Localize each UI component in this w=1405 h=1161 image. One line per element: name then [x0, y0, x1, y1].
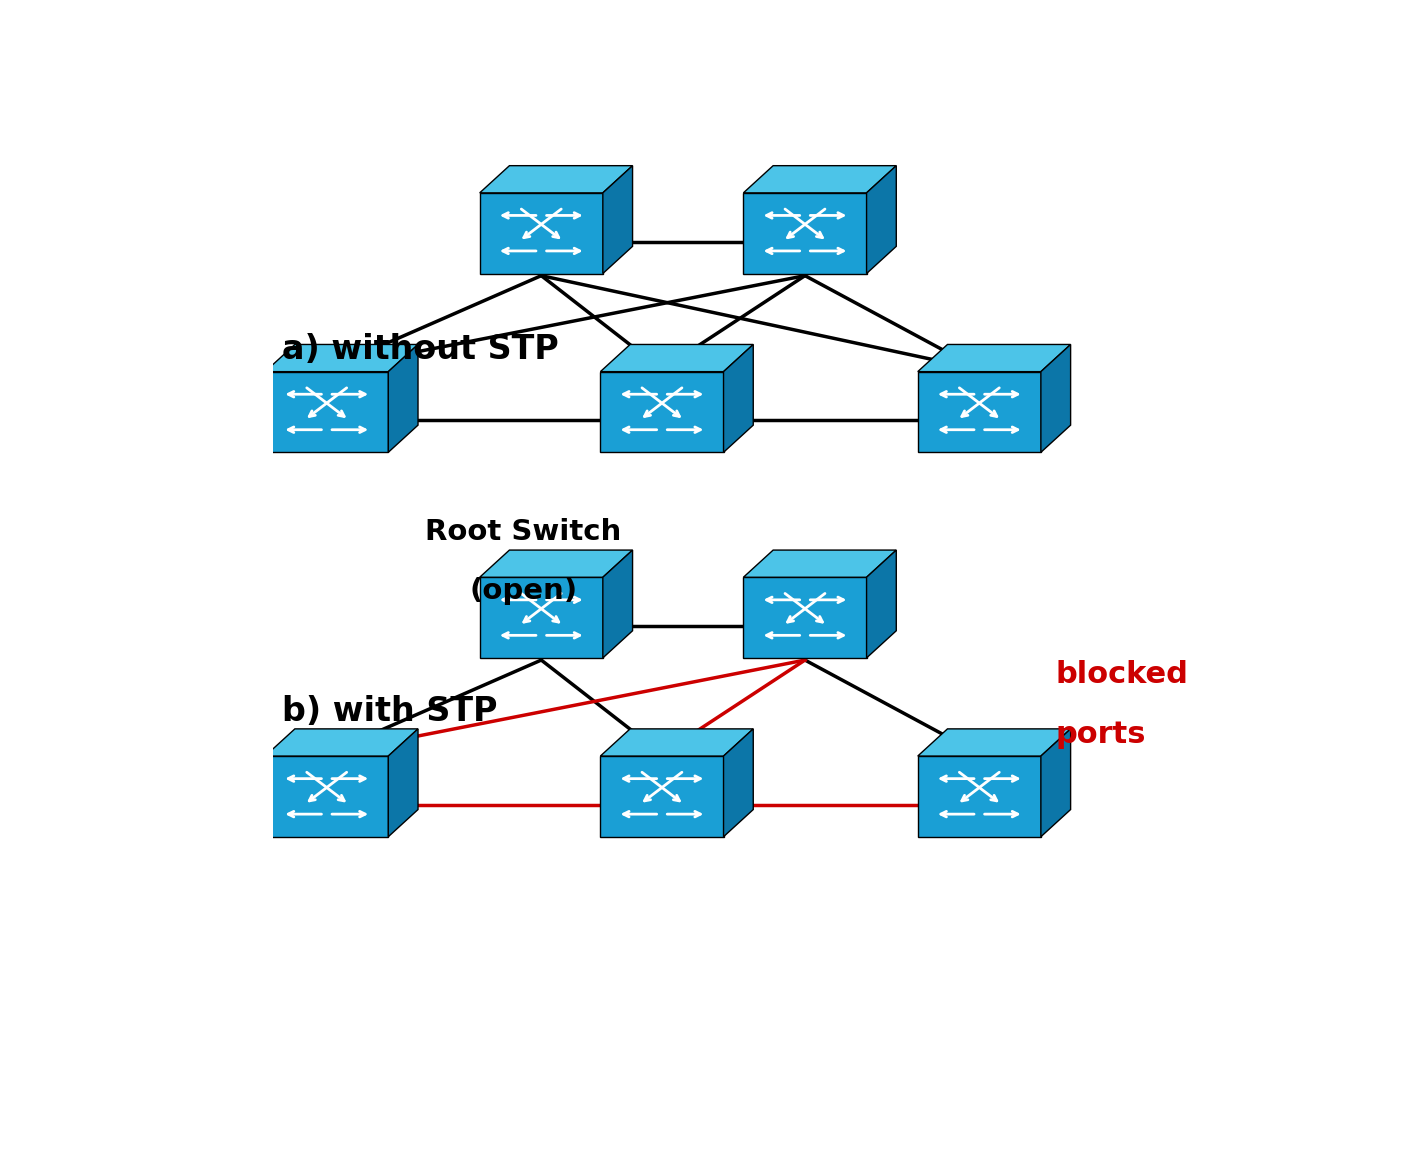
- Text: (open): (open): [469, 577, 577, 605]
- Polygon shape: [266, 372, 388, 453]
- Polygon shape: [266, 345, 419, 372]
- Text: a) without STP: a) without STP: [282, 333, 559, 366]
- Text: blocked: blocked: [1055, 661, 1189, 690]
- Text: Root Switch: Root Switch: [426, 518, 621, 546]
- Polygon shape: [603, 166, 632, 274]
- Polygon shape: [1041, 345, 1071, 453]
- Polygon shape: [479, 550, 632, 577]
- Polygon shape: [917, 345, 1071, 372]
- Polygon shape: [743, 166, 896, 193]
- Polygon shape: [479, 577, 603, 658]
- Polygon shape: [743, 577, 867, 658]
- Polygon shape: [867, 166, 896, 274]
- Polygon shape: [600, 756, 724, 837]
- Polygon shape: [600, 345, 753, 372]
- Polygon shape: [600, 372, 724, 453]
- Polygon shape: [266, 729, 419, 756]
- Polygon shape: [724, 345, 753, 453]
- Polygon shape: [743, 550, 896, 577]
- Polygon shape: [1041, 729, 1071, 837]
- Text: ports: ports: [1055, 720, 1146, 749]
- Polygon shape: [388, 729, 419, 837]
- Polygon shape: [917, 372, 1041, 453]
- Polygon shape: [867, 550, 896, 658]
- Polygon shape: [479, 166, 632, 193]
- Polygon shape: [917, 729, 1071, 756]
- Polygon shape: [479, 193, 603, 274]
- Polygon shape: [388, 345, 419, 453]
- Polygon shape: [266, 756, 388, 837]
- Polygon shape: [600, 729, 753, 756]
- Polygon shape: [743, 193, 867, 274]
- Polygon shape: [724, 729, 753, 837]
- Polygon shape: [603, 550, 632, 658]
- Polygon shape: [917, 756, 1041, 837]
- Text: b) with STP: b) with STP: [282, 695, 497, 728]
